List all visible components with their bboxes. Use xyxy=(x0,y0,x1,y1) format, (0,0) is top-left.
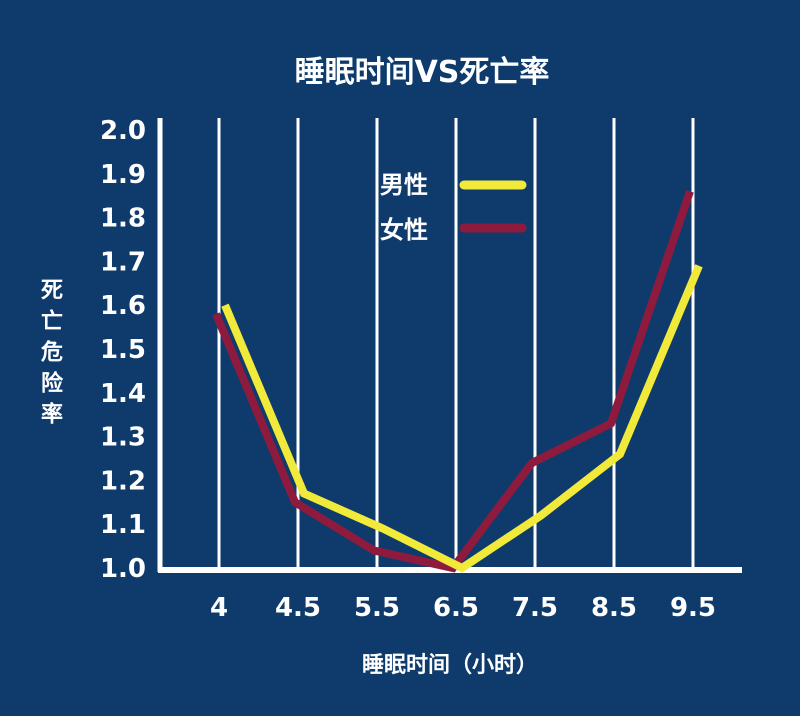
x-tick-label: 9.5 xyxy=(670,593,716,623)
y-tick-label: 1.4 xyxy=(100,379,146,409)
y-tick-label: 1.2 xyxy=(100,466,146,496)
y-tick-label: 1.3 xyxy=(100,423,146,453)
x-tick-label: 7.5 xyxy=(512,593,558,623)
x-tick-label: 8.5 xyxy=(591,593,637,623)
series-line-male xyxy=(221,264,703,573)
y-tick-label: 2.0 xyxy=(100,116,146,146)
y-tick-label: 1.0 xyxy=(100,554,146,584)
x-tick-label: 4 xyxy=(210,593,228,623)
y-tick-label: 1.5 xyxy=(100,335,146,365)
y-tick-label: 1.7 xyxy=(100,247,146,277)
legend: 男性 女性 xyxy=(380,171,527,244)
x-ticks: 4 4.5 5.5 6.5 7.5 8.5 9.5 xyxy=(210,593,716,623)
series xyxy=(212,190,703,573)
x-axis-label: 睡眠时间（小时） xyxy=(362,653,538,678)
y-axis-label: 死亡危险率 xyxy=(37,278,62,433)
y-tick-label: 1.1 xyxy=(100,510,146,540)
x-tick-label: 4.5 xyxy=(275,593,321,623)
y-tick-label: 1.6 xyxy=(100,291,146,321)
x-tick-label: 5.5 xyxy=(354,593,400,623)
chart-title: 睡眠时间VS死亡率 xyxy=(295,55,550,90)
y-tick-label: 1.9 xyxy=(100,160,146,190)
y-ticks: 1.0 1.1 1.2 1.3 1.4 1.5 1.6 1.7 1.8 1.9 2.0 xyxy=(100,116,146,584)
series-line-female xyxy=(212,190,694,573)
legend-label-male: 男性 xyxy=(380,171,428,199)
legend-label-female: 女性 xyxy=(380,216,428,244)
x-tick-label: 6.5 xyxy=(433,593,479,623)
y-tick-label: 1.8 xyxy=(100,204,146,234)
